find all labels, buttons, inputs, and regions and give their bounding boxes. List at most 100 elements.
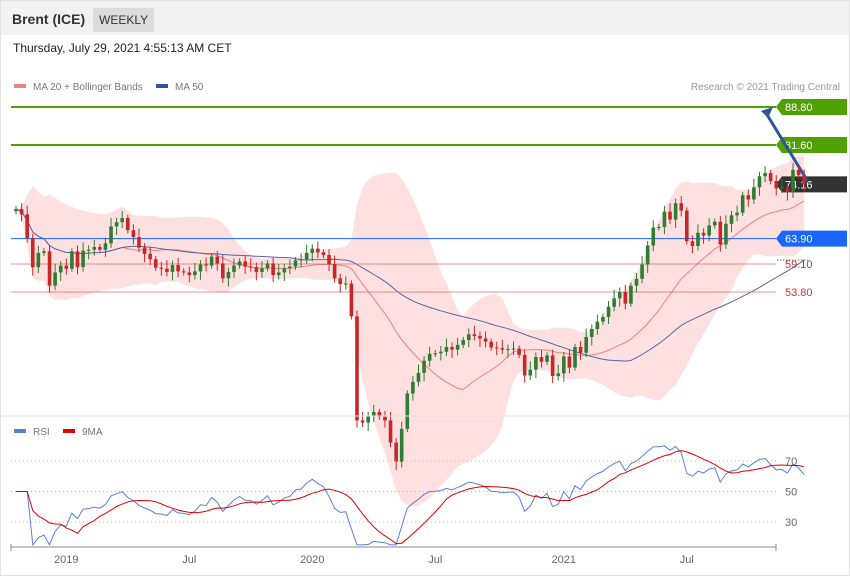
support-label: 59.10 — [785, 259, 813, 271]
candle-body — [740, 195, 745, 213]
candle-body — [131, 230, 136, 238]
candle-body — [193, 271, 197, 276]
candle-body — [528, 369, 533, 376]
candle-body — [489, 341, 493, 348]
projection-arrow — [764, 112, 809, 182]
candle-body — [411, 381, 415, 394]
candle-body — [338, 278, 343, 285]
candle-body — [304, 252, 309, 260]
candle-body — [645, 245, 650, 265]
instrument-title: Brent (ICE) — [12, 11, 86, 27]
candle-body — [517, 348, 521, 355]
candle-body — [103, 243, 108, 250]
candle-body — [494, 347, 499, 349]
candle-body — [98, 247, 102, 250]
candle-body — [327, 255, 331, 264]
candle-body — [165, 268, 169, 272]
candle-body — [690, 241, 695, 247]
candle-body — [802, 175, 806, 185]
candle-body — [293, 260, 298, 267]
candle-body — [450, 346, 454, 350]
candle-body — [640, 264, 644, 279]
candle-body — [226, 271, 231, 279]
ma20-line — [15, 200, 805, 391]
candle-body — [757, 176, 762, 188]
candle-body — [344, 283, 348, 285]
rsi-legend-label: 9MA — [82, 427, 103, 438]
candle-body — [394, 442, 398, 462]
candle-body — [774, 181, 779, 189]
support-label: 53.80 — [785, 287, 813, 299]
candle-body — [92, 247, 97, 250]
candle-body — [181, 271, 186, 273]
candle-body — [349, 283, 354, 317]
candle-body — [668, 211, 672, 220]
target-label: 81.60 — [785, 140, 813, 152]
candle-body — [299, 259, 303, 261]
candle-body — [383, 416, 387, 421]
candle-body — [360, 420, 365, 423]
candle-body — [606, 306, 611, 317]
candle-body — [399, 428, 404, 462]
candle-body — [534, 357, 538, 370]
candle-body — [254, 267, 259, 272]
pivot-label: 63.90 — [785, 234, 813, 246]
candle-body — [221, 263, 225, 279]
candle-body — [153, 259, 158, 268]
candle-body — [114, 222, 119, 227]
rsi-legend-label: RSI — [33, 427, 50, 438]
candle-body — [701, 232, 706, 236]
candle-body — [584, 336, 588, 353]
projection-arrowhead — [761, 107, 773, 118]
candle-body — [422, 360, 426, 373]
target-tag — [776, 137, 847, 154]
candle-body — [366, 416, 370, 423]
candle-body — [662, 211, 667, 227]
candle-body — [673, 203, 678, 220]
candle-body — [550, 355, 555, 377]
target-label: 88.80 — [785, 102, 813, 114]
candle-body — [712, 221, 717, 226]
candle-body — [500, 348, 505, 350]
pivot-tag — [776, 230, 847, 247]
candle-body — [724, 223, 728, 245]
candle-body — [53, 272, 57, 286]
candle-body — [589, 329, 594, 337]
candle-body — [405, 393, 410, 429]
x-tick-label: Jul — [680, 554, 694, 566]
candle-body — [657, 226, 661, 228]
candle-body — [556, 373, 561, 377]
candle-body — [209, 256, 214, 266]
candle-body — [433, 353, 438, 355]
candle-body — [316, 248, 320, 253]
candle-body — [455, 344, 460, 350]
candle-body — [260, 268, 264, 272]
x-tick-label: Jul — [182, 554, 196, 566]
candle-body — [19, 209, 24, 215]
candle-body — [562, 356, 566, 374]
ma50-line — [15, 208, 805, 362]
candle-body — [416, 372, 421, 382]
candle-body — [232, 265, 236, 272]
candle-body — [14, 209, 18, 212]
legend-label: MA 50 — [175, 82, 204, 93]
candle-body — [215, 256, 220, 264]
candle-body — [729, 215, 734, 224]
candle-body — [785, 187, 790, 193]
candle-body — [126, 218, 130, 231]
candle-body — [58, 265, 63, 273]
candle-body — [679, 203, 684, 211]
candle-body — [282, 268, 287, 273]
timeframe-button[interactable]: WEEKLY — [93, 8, 155, 32]
x-tick-label: 2019 — [54, 554, 78, 566]
candle-body — [148, 253, 152, 260]
candle-body — [159, 267, 164, 269]
candle-body — [623, 292, 628, 304]
candle-body — [86, 249, 91, 251]
candle-body — [768, 173, 773, 181]
candle-body — [265, 263, 270, 269]
candle-body — [466, 334, 471, 341]
candle-body — [64, 265, 69, 269]
rsi-line — [16, 445, 805, 547]
